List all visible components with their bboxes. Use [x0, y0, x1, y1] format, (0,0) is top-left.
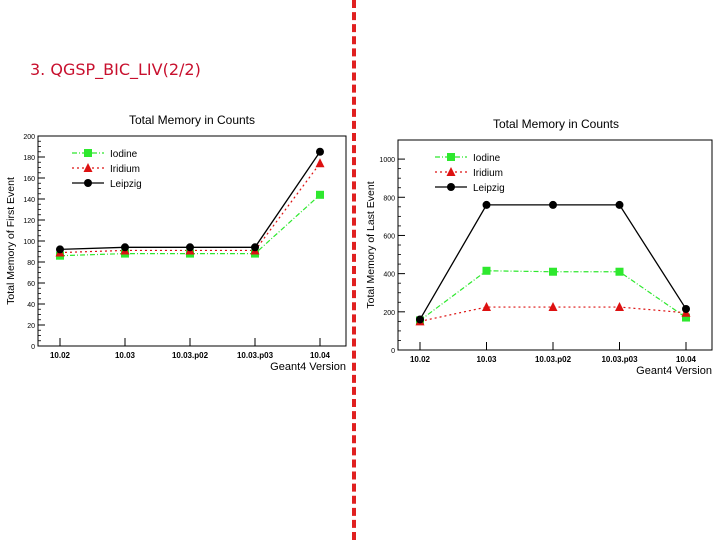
first-point-leipzig: [56, 245, 64, 254]
last-point-iodine: [549, 267, 557, 276]
last-legend-label-iridium: Iridium: [473, 168, 503, 179]
last-y-tick-label: 800: [383, 195, 395, 202]
last-legend-marker-iridium: [446, 167, 456, 176]
slide-title: 3. QGSP_BIC_LIV(2/2): [30, 60, 201, 79]
first-point-leipzig: [316, 147, 324, 156]
first-legend-marker-iridium: [83, 163, 93, 172]
first-y-tick-label: 40: [27, 302, 35, 309]
first-point-iridium: [315, 158, 325, 168]
first-y-tick-label: 0: [31, 344, 35, 351]
last-event-chart: Total Memory in Counts 0 200 400 600 800 1000 1…: [360, 100, 720, 390]
first-chart-title: Total Memory in Counts: [129, 113, 255, 127]
last-legend-label-iodine: Iodine: [473, 153, 501, 164]
last-event-chart-svg: Total Memory in Counts 0 200 400 600 800 1000 1…: [365, 117, 713, 377]
first-x-tick-label: 10.03: [115, 351, 136, 360]
first-legend-marker-leipzig: [84, 179, 92, 187]
first-legend-label-iridium: Iridium: [110, 164, 140, 175]
last-y-tick-label: 1000: [379, 157, 395, 164]
last-point-iridium: [548, 302, 558, 312]
first-legend-marker-iodine: [84, 149, 92, 157]
last-y-tick-label: 400: [383, 272, 395, 279]
last-y-axis-label: Total Memory of Last Event: [365, 181, 377, 308]
first-x-tick-label: 10.03.p02: [172, 351, 209, 360]
red-dashed-divider: [352, 0, 356, 540]
first-point-leipzig: [121, 243, 129, 252]
first-y-tick-label: 100: [23, 239, 35, 246]
last-point-iridium: [615, 302, 624, 312]
first-x-axis-label: Geant4 Version: [270, 361, 346, 373]
last-y-tick-label: 0: [391, 348, 395, 355]
last-point-iodine: [682, 313, 690, 322]
first-event-chart-svg: Total Memory in Counts 0 20 40 60 80 100 120 140…: [5, 113, 347, 373]
last-chart-title: Total Memory in Counts: [493, 117, 619, 131]
last-x-axis-label: Geant4 Version: [636, 365, 712, 377]
first-event-chart: Total Memory in Counts 0 20 40 60 80 100 120 140…: [0, 100, 352, 390]
first-legend-label-iodine: Iodine: [110, 149, 138, 160]
last-legend-marker-leipzig: [447, 183, 455, 191]
first-x-tick-label: 10.04: [310, 351, 331, 360]
last-x-tick-label: 10.03: [476, 355, 497, 364]
first-series-line-leipzig: [59, 151, 321, 251]
last-point-leipzig: [549, 200, 557, 209]
last-x-tick-label: 10.03.p02: [535, 355, 572, 364]
last-legend-label-leipzig: Leipzig: [473, 183, 505, 194]
last-point-iridium: [482, 302, 491, 312]
first-y-axis-label: Total Memory of First Event: [5, 177, 17, 305]
first-x-tick-label: 10.02: [50, 351, 71, 360]
first-y-tick-label: 120: [23, 218, 35, 225]
last-x-tick-label: 10.04: [676, 355, 697, 364]
first-y-tick-label: 60: [27, 281, 35, 288]
last-y-tick-label: 200: [383, 310, 395, 317]
first-x-tick-label: 10.03.p03: [237, 351, 274, 360]
last-series-line-iridium: [419, 306, 687, 322]
last-point-leipzig: [416, 315, 424, 324]
last-x-tick-label: 10.02: [410, 355, 431, 364]
first-y-tick-label: 140: [23, 197, 35, 204]
first-point-leipzig: [186, 243, 194, 252]
first-y-tick-label: 20: [27, 323, 35, 330]
first-y-tick-label: 160: [23, 176, 35, 183]
first-y-tick-label: 180: [23, 155, 35, 162]
first-y-tick-label: 80: [27, 260, 35, 267]
first-legend-label-leipzig: Leipzig: [110, 179, 142, 190]
last-series-line-iodine: [419, 270, 687, 321]
last-point-iodine: [482, 266, 491, 275]
last-point-leipzig: [682, 304, 690, 313]
last-point-leipzig: [482, 200, 491, 209]
first-plot-frame: [37, 135, 347, 347]
last-point-iodine: [615, 267, 624, 276]
first-y-tick-label: 200: [23, 134, 35, 141]
last-x-tick-label: 10.03.p03: [601, 355, 638, 364]
first-point-iodine: [316, 190, 324, 199]
last-y-tick-label: 600: [383, 233, 395, 240]
last-point-leipzig: [615, 200, 624, 209]
first-point-leipzig: [251, 243, 259, 252]
last-legend-marker-iodine: [447, 153, 455, 161]
